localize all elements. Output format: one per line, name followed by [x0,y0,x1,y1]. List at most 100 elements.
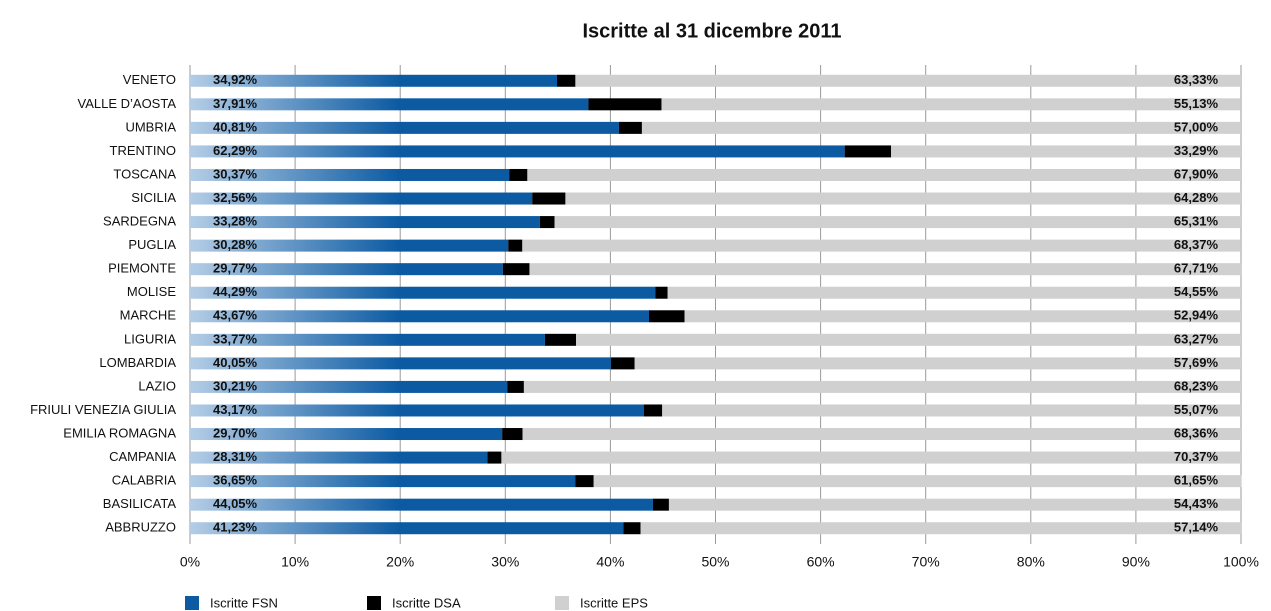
legend-label: Iscritte DSA [392,595,461,610]
value-label: 34,92% [213,72,258,87]
bar-segment [557,74,576,87]
bar-segment [190,121,619,134]
bar-segment [190,310,649,323]
bar-segment [667,286,1241,299]
category-label: MOLISE [127,284,176,299]
x-tick-label: 90% [1122,554,1150,570]
value-label: 57,69% [1174,355,1219,370]
bar-segment [662,404,1241,417]
bar-segment [190,168,510,181]
bar-segment [190,286,656,299]
x-tick-label: 50% [701,554,729,570]
value-label: 40,81% [213,119,258,134]
bar-segment [539,216,555,229]
value-label: 63,33% [1174,72,1219,87]
x-tick-label: 30% [491,554,519,570]
value-label: 57,14% [1174,520,1219,535]
legend-label: Iscritte FSN [210,595,278,610]
chart-title: Iscritte al 31 dicembre 2011 [582,20,841,42]
category-label: TRENTINO [110,143,176,158]
category-label: CALABRIA [112,473,177,488]
bar-segment [190,498,653,511]
value-label: 43,67% [213,308,258,323]
bar-segment [532,192,566,205]
value-label: 61,65% [1174,473,1219,488]
value-label: 30,28% [213,237,258,252]
value-label: 30,37% [213,166,258,181]
value-label: 30,21% [213,378,258,393]
bar-segment [190,98,589,111]
bar-segment [190,522,624,535]
value-label: 43,17% [213,402,258,417]
bar-segment [844,145,892,158]
bar-segment [501,451,1242,464]
x-tick-label: 100% [1223,554,1259,570]
bar-segment [523,380,1241,393]
x-tick-label: 40% [596,554,624,570]
value-label: 63,27% [1174,331,1219,346]
bar-segment [507,380,524,393]
value-label: 29,77% [213,261,258,276]
value-label: 33,28% [213,214,258,229]
value-label: 44,29% [213,284,258,299]
value-label: 55,13% [1174,96,1219,111]
bar-segment [684,310,1241,323]
value-label: 62,29% [213,143,258,158]
value-label: 32,56% [213,190,258,205]
bar-segment [593,475,1242,488]
legend-swatch [555,596,569,610]
bar-segment [487,451,502,464]
bar-segment [648,310,685,323]
bar-segment [508,239,523,252]
bar-segment [554,216,1241,229]
bar-segment [641,121,1241,134]
category-label: PUGLIA [128,237,176,252]
category-label: LOMBARDIA [99,355,176,370]
value-label: 28,31% [213,449,258,464]
value-label: 52,94% [1174,308,1219,323]
bar-segment [527,168,1241,181]
bar-segment [190,357,611,370]
category-label: VENETO [123,72,176,87]
legend-swatch [185,596,199,610]
value-label: 37,91% [213,96,258,111]
bar-segment [668,498,1241,511]
value-label: 67,90% [1174,166,1219,181]
bar-segment [576,333,1241,346]
category-label: BASILICATA [103,496,177,511]
bar-segment [623,522,641,535]
category-label: PIEMONTE [108,261,176,276]
category-label: SICILIA [131,190,176,205]
bar-segment [522,239,1241,252]
x-tick-label: 60% [807,554,835,570]
category-label: UMBRIA [125,119,176,134]
x-tick-label: 70% [912,554,940,570]
category-label: TOSCANA [113,166,176,181]
x-tick-label: 80% [1017,554,1045,570]
legend-swatch [367,596,381,610]
bar-segment [190,451,488,464]
value-label: 41,23% [213,520,258,535]
bar-segment [190,192,533,205]
bar-segment [588,98,662,111]
category-label: FRIULI VENEZIA GIULIA [30,402,176,417]
value-label: 55,07% [1174,402,1219,417]
category-label: CAMPANIA [109,449,176,464]
bar-segment [190,380,508,393]
category-label: LIGURIA [124,331,176,346]
value-label: 68,37% [1174,237,1219,252]
value-label: 54,43% [1174,496,1219,511]
value-label: 70,37% [1174,449,1219,464]
category-label: EMILIA ROMAGNA [63,425,176,440]
legend-label: Iscritte EPS [580,595,648,610]
bar-segment [643,404,663,417]
value-label: 57,00% [1174,119,1219,134]
bar-segment [509,168,528,181]
value-label: 36,65% [213,473,258,488]
value-label: 65,31% [1174,214,1219,229]
bar-segment [190,216,540,229]
value-label: 44,05% [213,496,258,511]
bar-segment [655,286,668,299]
bar-segment [190,74,558,87]
